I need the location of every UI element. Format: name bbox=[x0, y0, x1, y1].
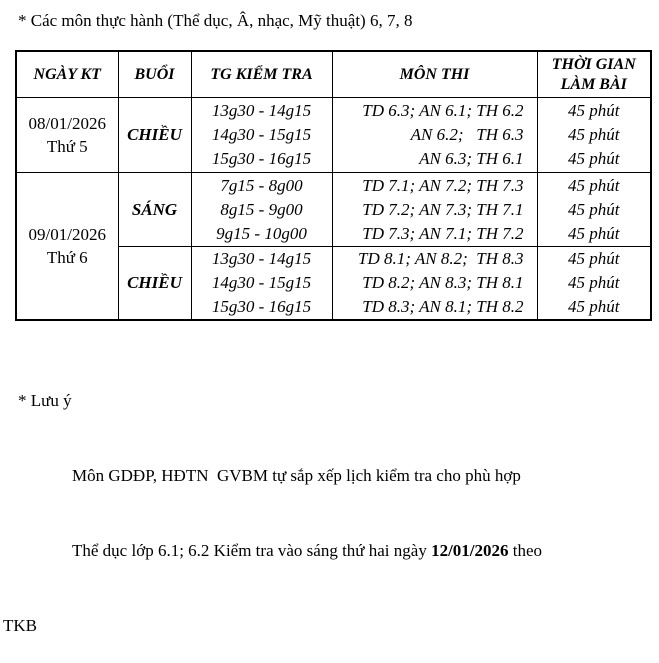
weekday-text: Thứ 5 bbox=[46, 137, 88, 156]
schedule-block-0901-sang: 09/01/2026 Thứ 6 SÁNG 7g15 - 8g00 8g15 -… bbox=[15, 172, 652, 321]
date-cell-0901: 09/01/2026 Thứ 6 bbox=[15, 172, 119, 321]
times-cell: 13g30 - 14g15 14g30 - 15g15 15g30 - 16g1… bbox=[190, 97, 333, 173]
time-slot: 13g30 - 14g15 bbox=[211, 249, 312, 268]
weekday-text: Thứ 6 bbox=[46, 248, 88, 267]
date-text: 09/01/2026 bbox=[28, 225, 106, 244]
durations-cell: 45 phút 45 phút 45 phút bbox=[536, 97, 652, 173]
subjects-line: TD 8.2; AN 8.3; TH 8.1 bbox=[362, 273, 524, 292]
time-slot: 8g15 - 9g00 bbox=[220, 199, 303, 219]
header-thoi-gian-lam-bai: THỜI GIAN LÀM BÀI bbox=[536, 50, 652, 98]
subjects-line: TD 7.3; AN 7.1; TH 7.2 bbox=[362, 223, 524, 243]
subjects-line: TD 7.1; AN 7.2; TH 7.3 bbox=[362, 175, 524, 195]
note-line-tkb: TKB bbox=[3, 616, 37, 635]
header-mon-thi: MÔN THI bbox=[331, 50, 538, 98]
session-cell: CHIỀU bbox=[117, 246, 192, 321]
time-slot: 9g15 - 10g00 bbox=[216, 223, 307, 243]
schedule-block-0801-chieu: 08/01/2026 Thứ 5 CHIỀU 13g30 - 14g15 14g… bbox=[15, 97, 652, 173]
duration-line: 45 phút bbox=[568, 101, 620, 120]
session-cell: SÁNG bbox=[117, 172, 192, 247]
note-line-gddp: Môn GDĐP, HĐTN GVBM tự sắp xếp lịch kiểm… bbox=[72, 466, 521, 485]
subjects-line: AN 6.2; TH 6.3 bbox=[410, 125, 524, 144]
note-text-after: theo bbox=[508, 541, 543, 560]
subjects-cell: TD 8.1; AN 8.2; TH 8.3 TD 8.2; AN 8.3; T… bbox=[331, 246, 538, 321]
duration-line: 45 phút bbox=[568, 297, 620, 316]
notes-title: * Lưu ý bbox=[18, 391, 72, 410]
practical-subjects-note: * Các môn thực hành (Thể dục, Â, nhạc, M… bbox=[18, 11, 413, 30]
subjects-line: TD 7.2; AN 7.3; TH 7.1 bbox=[362, 199, 524, 219]
session-cell: CHIỀU bbox=[117, 97, 192, 173]
note-text-before: Thể dục lớp 6.1; 6.2 Kiểm tra vào sáng t… bbox=[72, 541, 432, 560]
duration-line: 45 phút bbox=[568, 175, 620, 195]
durations-cell: 45 phút 45 phút 45 phút bbox=[536, 172, 652, 247]
duration-line: 45 phút bbox=[568, 223, 620, 243]
schedule-block-0901-chieu: CHIỀU 13g30 - 14g15 14g30 - 15g15 15g30 … bbox=[16, 246, 652, 321]
exam-schedule-table: NGÀY KT BUỔI TG KIỂM TRA MÔN THI THỜI GI… bbox=[15, 50, 652, 321]
times-cell: 7g15 - 8g00 8g15 - 9g00 9g15 - 10g00 bbox=[190, 172, 333, 247]
header-tg-kiem-tra: TG KIỂM TRA bbox=[190, 50, 333, 98]
date-cell-0801: 08/01/2026 Thứ 5 bbox=[15, 97, 119, 173]
note-date-bold: 12/01/2026 bbox=[431, 541, 509, 560]
note-line-the-duc: Thể dục lớp 6.1; 6.2 Kiểm tra vào sáng t… bbox=[72, 538, 542, 563]
duration-line: 45 phút bbox=[568, 125, 620, 144]
subjects-cell: TD 6.3; AN 6.1; TH 6.2 AN 6.2; TH 6.3 AN… bbox=[331, 97, 538, 173]
time-slot: 15g30 - 16g15 bbox=[211, 297, 312, 316]
notes-section: * Lưu ý Môn GDĐP, HĐTN GVBM tự sắp xếp l… bbox=[0, 338, 542, 663]
duration-line: 45 phút bbox=[568, 149, 620, 168]
durations-cell: 45 phút 45 phút 45 phút bbox=[536, 246, 652, 321]
duration-line: 45 phút bbox=[568, 199, 620, 219]
subjects-line: TD 6.3; AN 6.1; TH 6.2 bbox=[362, 101, 524, 120]
subjects-line: AN 6.3; TH 6.1 bbox=[419, 149, 524, 168]
duration-line: 45 phút bbox=[568, 249, 620, 268]
time-slot: 13g30 - 14g15 bbox=[211, 101, 312, 120]
time-slot: 14g30 - 15g15 bbox=[211, 273, 312, 292]
date-text: 08/01/2026 bbox=[28, 114, 106, 133]
subjects-line: TD 8.3; AN 8.1; TH 8.2 bbox=[362, 297, 524, 316]
subjects-cell: TD 7.1; AN 7.2; TH 7.3 TD 7.2; AN 7.3; T… bbox=[331, 172, 538, 247]
times-cell: 13g30 - 14g15 14g30 - 15g15 15g30 - 16g1… bbox=[190, 246, 333, 321]
header-buoi: BUỔI bbox=[117, 50, 192, 98]
table-header-row: NGÀY KT BUỔI TG KIỂM TRA MÔN THI THỜI GI… bbox=[15, 50, 652, 98]
duration-line: 45 phút bbox=[568, 273, 620, 292]
subjects-line: TD 8.1; AN 8.2; TH 8.3 bbox=[358, 249, 524, 268]
header-ngay-kt: NGÀY KT bbox=[15, 50, 119, 98]
time-slot: 15g30 - 16g15 bbox=[211, 149, 312, 168]
time-slot: 7g15 - 8g00 bbox=[220, 175, 303, 195]
time-slot: 14g30 - 15g15 bbox=[211, 125, 312, 144]
